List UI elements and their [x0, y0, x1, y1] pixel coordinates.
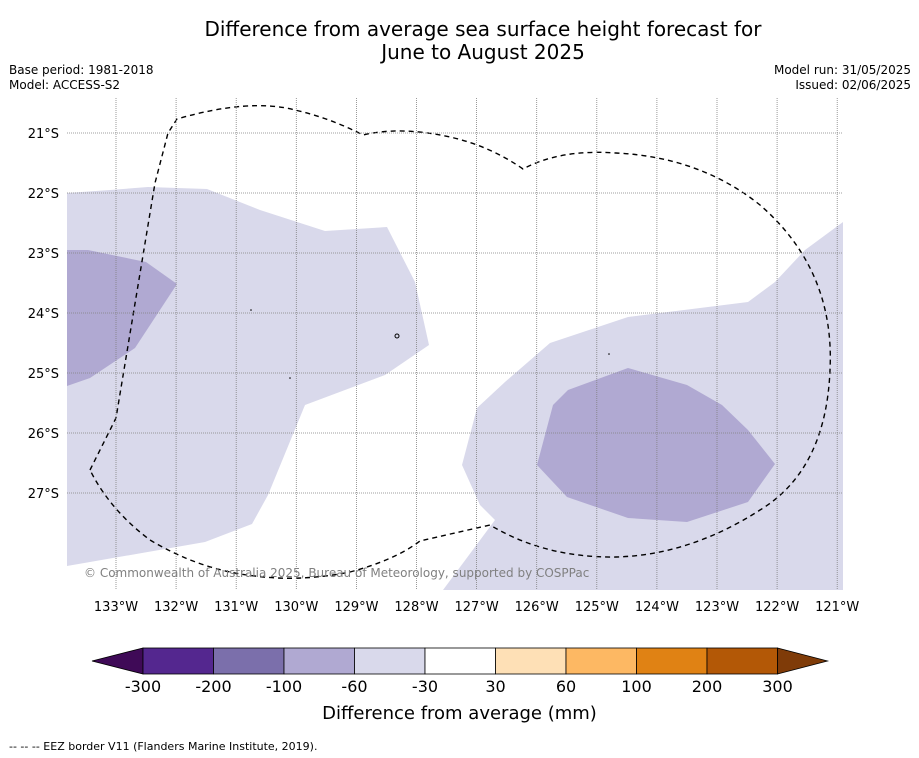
- colorbar-label: Difference from average (mm): [322, 703, 597, 724]
- lat-label: 27°S: [28, 487, 59, 502]
- colorbar-tick-label: 100: [621, 677, 652, 696]
- issued-text: Issued: 02/06/2025: [795, 78, 911, 92]
- contour-speck: [250, 309, 252, 311]
- lon-label: 133°W: [94, 600, 138, 615]
- lon-label: 128°W: [394, 600, 438, 615]
- lon-label: 129°W: [334, 600, 378, 615]
- lat-label: 26°S: [28, 427, 59, 442]
- colorbar-bin: [213, 647, 285, 675]
- colorbar-tick-label: -30: [411, 677, 439, 696]
- lat-label: 21°S: [28, 127, 59, 142]
- lat-gridlines: 21°S 22°S 23°S 24°S 25°S 26°S 27°S: [28, 127, 843, 502]
- colorbar: [91, 647, 830, 675]
- lat-label: 23°S: [28, 247, 59, 262]
- lon-label: 127°W: [455, 600, 499, 615]
- lon-label: 132°W: [154, 600, 198, 615]
- eez-border: [89, 104, 832, 579]
- copyright-text: © Commonwealth of Australia 2025, Bureau…: [84, 566, 589, 580]
- map-area: [67, 104, 843, 590]
- lon-label: 130°W: [274, 600, 318, 615]
- lon-label: 123°W: [695, 600, 739, 615]
- base-period-text: Base period: 1981-2018: [9, 63, 154, 77]
- title-line-1: Difference from average sea surface heig…: [204, 17, 762, 41]
- meta-right: Model run: 31/05/2025 Issued: 02/06/2025: [774, 63, 911, 93]
- colorbar-bin: [283, 647, 355, 675]
- colorbar-bin: [706, 647, 778, 675]
- model-run-text: Model run: 31/05/2025: [773, 63, 911, 77]
- region-light-west: [67, 187, 429, 566]
- footnote: -- -- -- EEZ border V11 (Flanders Marine…: [9, 740, 318, 753]
- colorbar-bin: [142, 647, 214, 675]
- colorbar-tick-labels: -300 -200 -100 -60 -30 30 60 100 200 300: [0, 677, 919, 697]
- region-medium-west: [67, 250, 177, 386]
- colorbar-extend-low: [91, 647, 144, 675]
- colorbar-bin: [636, 647, 708, 675]
- colorbar-bin: [565, 647, 637, 675]
- colorbar-tick-label: -300: [124, 677, 162, 696]
- lat-label: 25°S: [28, 367, 59, 382]
- contour-speck: [608, 353, 610, 355]
- lon-label: 122°W: [755, 600, 799, 615]
- contour-speck: [289, 377, 291, 379]
- colorbar-tick-label: 300: [762, 677, 793, 696]
- colorbar-tick-label: 200: [691, 677, 723, 696]
- lon-label: 121°W: [815, 600, 859, 615]
- lat-label: 22°S: [28, 187, 59, 202]
- lon-label: 124°W: [635, 600, 679, 615]
- lon-label: 131°W: [214, 600, 258, 615]
- colorbar-tick-label: 30: [485, 677, 506, 696]
- colorbar-bin: [495, 647, 567, 675]
- lon-gridlines: 133°W 132°W 131°W 130°W 129°W 128°W 127°W 126°W…: [94, 98, 859, 615]
- colorbar-bin: [424, 647, 496, 675]
- colorbar-extend-high: [777, 647, 830, 675]
- colorbar-tick-label: 60: [555, 677, 577, 696]
- lat-label: 24°S: [28, 307, 59, 322]
- colorbar-bin: [354, 647, 426, 675]
- colorbar-tick-label: -100: [265, 677, 303, 696]
- model-text: Model: ACCESS-S2: [9, 78, 121, 92]
- title-line-2: June to August 2025: [381, 40, 585, 64]
- meta-left: Base period: 1981-2018 Model: ACCESS-S2: [9, 63, 154, 93]
- colorbar-tick-label: -60: [341, 677, 368, 696]
- lon-label: 125°W: [575, 600, 619, 615]
- lon-label: 126°W: [515, 600, 559, 615]
- chart-title: Difference from average sea surface heig…: [0, 18, 919, 64]
- colorbar-tick-label: -200: [195, 677, 232, 696]
- contour-speck: [394, 333, 400, 339]
